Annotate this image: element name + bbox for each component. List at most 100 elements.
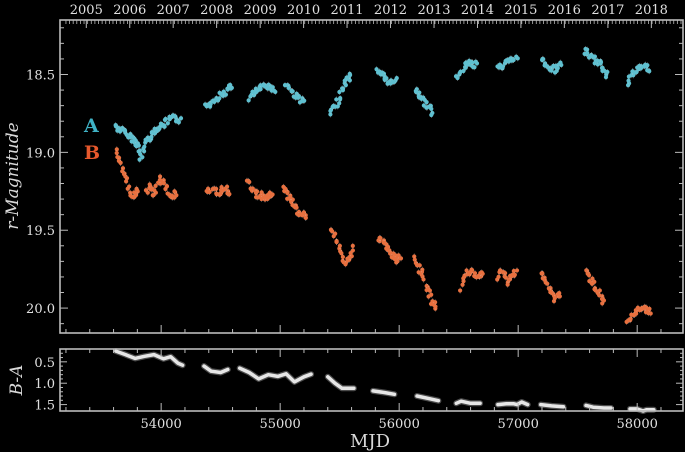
data-point-a xyxy=(289,88,295,94)
data-point-a xyxy=(645,63,650,68)
data-point-a xyxy=(338,96,343,101)
color-difference-tick-label: 1.5 xyxy=(34,399,55,414)
mjd-tick-label: 55000 xyxy=(259,417,300,432)
magnitude-panel-frame xyxy=(59,19,684,334)
year-tick-label: 2008 xyxy=(200,3,233,18)
mjd-tick-labels: 54000 55000 56000 57000 58000 xyxy=(140,417,657,432)
data-point-a xyxy=(514,54,519,59)
data-point-a xyxy=(592,54,598,59)
data-point-b xyxy=(590,276,595,281)
data-point-b xyxy=(135,188,140,193)
data-point-b xyxy=(164,184,170,189)
data-point-b xyxy=(647,306,652,311)
data-point-b xyxy=(597,288,602,293)
data-point-a xyxy=(605,69,610,75)
data-point-a xyxy=(122,128,128,133)
data-point-a xyxy=(124,132,129,137)
year-tick-label: 2017 xyxy=(591,3,624,18)
data-point-a xyxy=(158,121,164,126)
data-point-b xyxy=(648,311,653,316)
data-point-a xyxy=(374,67,379,72)
color-difference-curve xyxy=(415,394,441,403)
data-point-a xyxy=(340,88,346,93)
color-difference-curve xyxy=(237,366,313,384)
data-point-a xyxy=(157,126,162,131)
data-point-a xyxy=(266,82,271,87)
data-point-a xyxy=(178,116,184,121)
data-point-a xyxy=(136,143,141,148)
data-point-b xyxy=(145,190,150,195)
magnitude-panel: 2005 2006 2007 2008 2009 2010 2011 2012 2013 2014… xyxy=(3,3,684,334)
data-point-a xyxy=(474,61,480,66)
data-point-b xyxy=(412,254,417,259)
data-point-b xyxy=(540,271,545,276)
year-tick-label: 2012 xyxy=(374,3,407,18)
data-point-b xyxy=(134,192,139,198)
data-point-b xyxy=(114,150,119,156)
year-tick-label: 2007 xyxy=(157,3,190,18)
data-point-b xyxy=(115,154,120,160)
data-point-a xyxy=(163,116,168,122)
data-point-a xyxy=(343,83,348,88)
data-point-b xyxy=(472,271,478,276)
data-point-b xyxy=(634,311,639,316)
data-point-a xyxy=(638,66,643,71)
data-point-a xyxy=(302,98,307,103)
data-point-a xyxy=(585,50,590,56)
mjd-tick-label: 57000 xyxy=(497,417,538,432)
data-point-a xyxy=(337,89,342,95)
legend-label-b: B xyxy=(84,142,100,164)
data-point-a xyxy=(176,119,181,125)
data-point-a xyxy=(429,112,434,118)
data-point-a xyxy=(117,129,123,134)
data-point-b xyxy=(270,192,275,197)
year-tick-label: 2006 xyxy=(113,3,146,18)
year-tick-label: 2005 xyxy=(70,3,103,18)
data-point-b xyxy=(288,194,293,200)
magnitude-tick-label: 19.0 xyxy=(26,146,55,161)
data-point-a xyxy=(424,100,429,105)
data-point-b xyxy=(479,270,484,275)
year-tick-label: 2016 xyxy=(548,3,581,18)
data-point-a xyxy=(296,95,301,100)
data-point-b xyxy=(224,184,230,189)
data-point-a xyxy=(337,101,342,106)
data-point-b xyxy=(343,262,348,267)
data-point-a xyxy=(429,106,434,111)
magnitude-tick-label: 19.5 xyxy=(26,224,55,239)
data-point-a xyxy=(149,134,154,139)
data-point-a xyxy=(246,98,251,103)
data-point-b xyxy=(503,270,508,276)
color-difference-curves xyxy=(112,348,657,414)
data-point-b xyxy=(555,292,560,297)
color-difference-curve xyxy=(539,402,566,409)
data-point-b xyxy=(395,259,400,264)
color-difference-panel: 54000 55000 56000 57000 58000 0.51.01.5 B-A … xyxy=(7,348,684,452)
data-point-b xyxy=(469,268,475,273)
mjd-axis-title: MJD xyxy=(350,431,390,452)
data-point-a xyxy=(626,78,631,83)
data-point-b xyxy=(330,229,335,234)
magnitude-tick-label: 18.5 xyxy=(26,69,55,84)
year-tick-label: 2013 xyxy=(417,3,450,18)
data-point-b xyxy=(601,298,607,303)
data-point-b xyxy=(118,160,123,165)
data-point-b xyxy=(398,256,404,261)
data-point-a xyxy=(472,65,477,70)
data-point-b xyxy=(427,288,432,293)
magnitude-axis-title: r-Magnitude xyxy=(3,122,23,229)
data-point-b xyxy=(628,316,633,321)
color-difference-curve xyxy=(202,364,230,375)
data-point-a xyxy=(511,57,516,63)
data-point-a xyxy=(394,76,399,81)
data-point-a xyxy=(142,144,147,149)
data-point-a xyxy=(461,68,466,74)
data-point-a xyxy=(347,78,352,83)
year-tick-label: 2011 xyxy=(330,3,363,18)
data-point-a xyxy=(455,75,460,81)
data-point-b xyxy=(127,184,132,189)
legend-label-a: A xyxy=(83,115,99,137)
data-point-a xyxy=(417,90,422,95)
year-axis-labels: 2005 2006 2007 2008 2009 2010 2011 2012 2013 2014… xyxy=(70,3,668,18)
